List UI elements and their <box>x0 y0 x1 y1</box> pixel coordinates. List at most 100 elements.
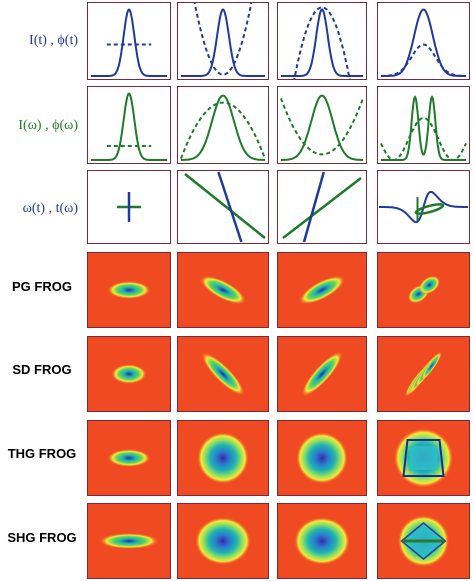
curve-intensity <box>281 94 363 161</box>
panel-intensity_time-1 <box>177 2 269 80</box>
panel-content <box>377 252 470 328</box>
panel-thg-1 <box>177 420 269 496</box>
panel-frame <box>277 420 367 496</box>
panel-content <box>87 503 171 579</box>
curve-phase <box>381 43 466 77</box>
panel-intensity_time-3 <box>377 2 470 80</box>
panel-content <box>277 252 367 328</box>
trace-lobe <box>418 275 441 295</box>
trace-spot <box>111 364 147 384</box>
trace-core <box>409 446 438 470</box>
panel-content <box>91 92 167 161</box>
row-label-intensity-time: I(t) , ϕ(t) <box>29 33 78 48</box>
panel-content <box>91 8 167 77</box>
panel-delay-2 <box>277 170 367 244</box>
panel-content <box>381 8 466 77</box>
panel-content <box>281 6 363 80</box>
panel-frame <box>377 336 470 412</box>
panel-frame <box>87 503 171 579</box>
panel-intensity_freq-0 <box>87 86 171 164</box>
panel-frame <box>377 170 470 244</box>
panel-frame <box>277 252 367 328</box>
panel-content <box>277 336 367 412</box>
row-label-shg: SHG FROG <box>7 530 76 545</box>
panel-content <box>379 190 468 224</box>
panel-content <box>282 171 362 243</box>
trace-spot <box>107 281 151 299</box>
panel-frame <box>277 336 367 412</box>
curve-intensity <box>181 94 265 161</box>
panel-frame <box>377 420 470 496</box>
panel-content <box>377 503 470 579</box>
panel-sd-3 <box>377 336 470 412</box>
panel-content <box>87 252 171 328</box>
panel-intensity_time-0 <box>87 2 171 80</box>
panel-thg-3 <box>377 420 470 496</box>
panel-delay-3 <box>377 170 470 244</box>
panel-content <box>380 95 467 161</box>
panel-sd-0 <box>87 336 171 412</box>
panel-intensity_freq-1 <box>177 86 269 164</box>
panel-grid <box>87 2 470 579</box>
panel-content <box>180 94 266 161</box>
panel-frame <box>87 420 171 496</box>
panel-thg-0 <box>87 420 171 496</box>
panel-delay-0 <box>87 170 171 244</box>
panel-shg-3 <box>377 503 470 579</box>
panel-pg-3 <box>377 252 470 328</box>
panel-content <box>377 420 470 496</box>
panel-frame <box>177 86 269 164</box>
panel-content <box>177 252 269 328</box>
panel-content <box>117 192 141 222</box>
panel-delay-1 <box>177 170 269 244</box>
panel-frame <box>177 420 269 496</box>
panel-frame <box>177 170 269 244</box>
panel-frame <box>87 252 171 328</box>
row-label-thg: THG FROG <box>8 446 77 461</box>
panel-intensity_freq-3 <box>377 86 470 164</box>
panel-frame <box>177 2 269 80</box>
panel-frame <box>277 86 367 164</box>
trace-ring <box>294 517 350 565</box>
trace-stripe <box>420 351 443 381</box>
curve-intensity <box>281 8 363 77</box>
curve-intensity <box>181 8 265 77</box>
trace-edge <box>402 439 445 477</box>
panel-thg-2 <box>277 420 367 496</box>
panel-content <box>177 336 269 412</box>
panel-sd-2 <box>277 336 367 412</box>
panel-content <box>87 336 171 412</box>
curve-phase <box>280 98 364 156</box>
panel-sd-1 <box>177 336 269 412</box>
curve-intensity <box>381 8 466 77</box>
panel-shg-0 <box>87 503 171 579</box>
curve-phase <box>180 101 266 159</box>
panel-content <box>280 94 364 161</box>
trace-spot <box>199 275 247 305</box>
trace-spot <box>201 352 245 396</box>
panel-content <box>277 503 367 579</box>
curve-intensity <box>91 8 167 77</box>
panel-shg-2 <box>277 503 367 579</box>
row-label-pg: PG FROG <box>12 279 72 294</box>
panel-frame <box>87 336 171 412</box>
trace-spot <box>301 351 343 397</box>
panel-frame <box>377 252 470 328</box>
curve-freq-vs-time <box>282 177 362 239</box>
curve-freq-vs-time <box>414 203 445 215</box>
trace-ring <box>296 432 348 484</box>
panel-pg-0 <box>87 252 171 328</box>
panel-frame <box>277 170 367 244</box>
panel-content <box>177 503 269 579</box>
trace-spot <box>99 533 159 549</box>
curve-phase <box>380 116 467 161</box>
curve-phase <box>193 2 253 76</box>
panel-intensity_time-2 <box>277 2 367 80</box>
panel-frame <box>87 86 171 164</box>
panel-frame <box>177 503 269 579</box>
panel-shg-1 <box>177 503 269 579</box>
trace-ring <box>195 517 251 565</box>
curve-freq-vs-time <box>184 173 266 239</box>
curve-intensity <box>91 92 167 161</box>
